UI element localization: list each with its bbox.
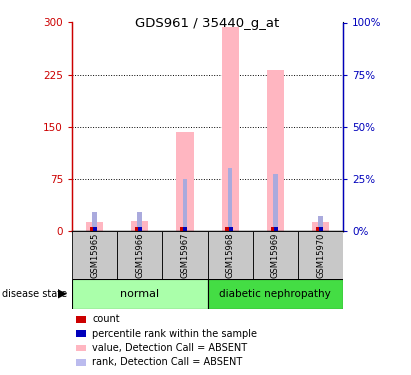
Bar bbox=[273, 174, 278, 231]
Point bbox=[88, 225, 95, 231]
Point bbox=[92, 225, 98, 231]
Point bbox=[269, 225, 276, 231]
Text: GSM15966: GSM15966 bbox=[135, 232, 144, 278]
Bar bbox=[92, 212, 97, 231]
Bar bbox=[72, 279, 208, 309]
Text: GSM15967: GSM15967 bbox=[180, 232, 189, 278]
Bar bbox=[222, 27, 239, 231]
Point bbox=[134, 225, 140, 231]
Bar bbox=[312, 222, 329, 231]
Point bbox=[227, 225, 234, 231]
Text: disease state: disease state bbox=[2, 290, 67, 299]
Bar bbox=[208, 231, 253, 279]
Bar bbox=[131, 221, 148, 231]
Bar bbox=[267, 70, 284, 231]
Bar bbox=[162, 231, 208, 279]
Bar bbox=[176, 132, 194, 231]
Point bbox=[137, 225, 143, 231]
Bar bbox=[319, 216, 323, 231]
Point bbox=[224, 225, 231, 231]
Text: GSM15970: GSM15970 bbox=[316, 232, 325, 278]
Text: GDS961 / 35440_g_at: GDS961 / 35440_g_at bbox=[136, 17, 279, 30]
Bar bbox=[253, 231, 298, 279]
Bar bbox=[298, 231, 343, 279]
Bar bbox=[86, 222, 103, 231]
Bar bbox=[228, 168, 233, 231]
Bar bbox=[137, 212, 142, 231]
Text: rank, Detection Call = ABSENT: rank, Detection Call = ABSENT bbox=[92, 357, 243, 367]
Text: GSM15965: GSM15965 bbox=[90, 232, 99, 278]
Point bbox=[314, 225, 321, 231]
Text: ▶: ▶ bbox=[58, 288, 67, 301]
Point bbox=[272, 225, 279, 231]
Text: percentile rank within the sample: percentile rank within the sample bbox=[92, 329, 257, 339]
Point bbox=[179, 225, 185, 231]
Bar bbox=[208, 279, 343, 309]
Bar bbox=[182, 178, 187, 231]
Text: count: count bbox=[92, 315, 120, 324]
Text: diabetic nephropathy: diabetic nephropathy bbox=[219, 290, 331, 299]
Bar bbox=[117, 231, 162, 279]
Text: GSM15969: GSM15969 bbox=[271, 232, 280, 278]
Point bbox=[318, 225, 324, 231]
Point bbox=[182, 225, 189, 231]
Text: normal: normal bbox=[120, 290, 159, 299]
Text: GSM15968: GSM15968 bbox=[226, 232, 235, 278]
Text: value, Detection Call = ABSENT: value, Detection Call = ABSENT bbox=[92, 343, 247, 353]
Bar bbox=[72, 231, 117, 279]
